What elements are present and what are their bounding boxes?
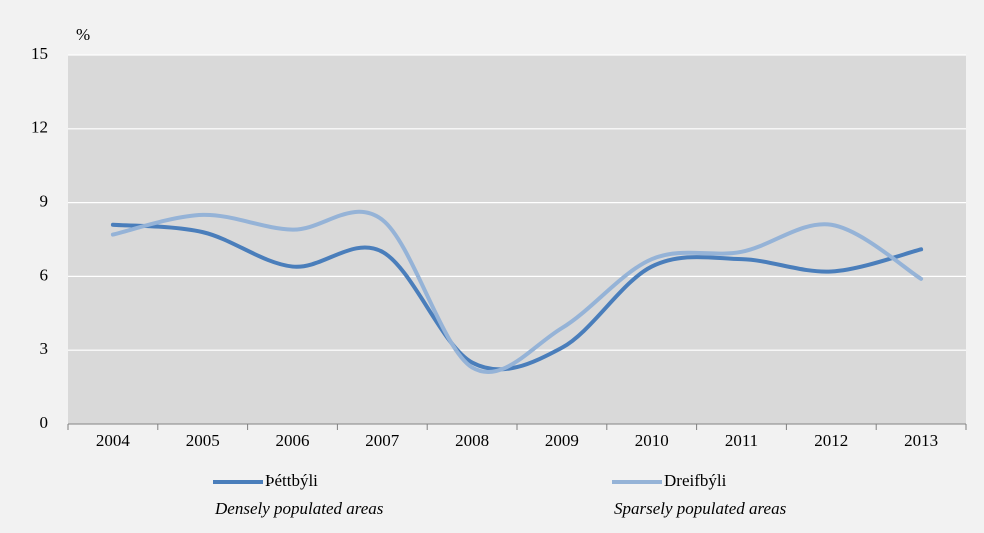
data-line: [110, 222, 924, 372]
x-tick-label: 2004: [96, 431, 131, 450]
x-tick-label: 2009: [545, 431, 579, 450]
x-tick-label: 2005: [186, 431, 220, 450]
y-tick-label: 9: [40, 192, 49, 211]
x-tick-label: 2011: [725, 431, 758, 450]
data-line: [110, 209, 924, 375]
x-tick-label: 2007: [365, 431, 400, 450]
x-tick-label: 2006: [276, 431, 310, 450]
legend-label: Dreifbýli: [664, 471, 727, 490]
y-tick-label: 0: [40, 413, 49, 432]
y-tick-label: 12: [31, 118, 48, 137]
y-tick-label: 15: [31, 44, 48, 63]
x-tick-label: 2010: [635, 431, 669, 450]
legend-description: Sparsely populated areas: [614, 499, 787, 518]
y-axis-label: %: [76, 25, 90, 44]
x-tick-label: 2008: [455, 431, 489, 450]
x-tick-label: 2013: [904, 431, 938, 450]
legend-description: Densely populated areas: [214, 499, 384, 518]
x-tick-label: 2012: [814, 431, 848, 450]
legend-label: Þéttbýli: [265, 471, 318, 490]
y-tick-label: 3: [40, 339, 49, 358]
y-tick-label: 6: [40, 265, 49, 284]
